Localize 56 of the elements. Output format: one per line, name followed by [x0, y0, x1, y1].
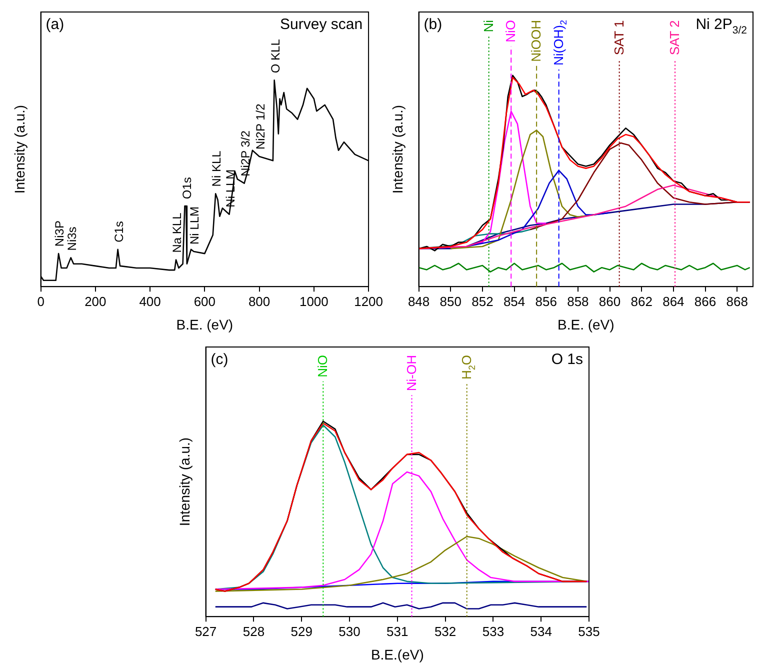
x-tick-label: 866	[694, 294, 716, 309]
chart-title: O 1s	[551, 351, 584, 368]
ref-line-label: Ni-OH	[404, 354, 419, 392]
x-tick-label: 852	[472, 294, 494, 309]
annotation: Na KLL	[170, 212, 184, 253]
ref-line-label: H2O	[458, 354, 477, 380]
x-tick-label: 864	[662, 294, 684, 309]
x-tick-label: 860	[598, 294, 621, 309]
chart-title: Survey scan	[280, 16, 363, 33]
annotation: C1s	[112, 221, 126, 242]
ref-line-label: SAT 1	[611, 20, 626, 56]
annotation: O KLL	[268, 38, 282, 74]
annotation: Ni2P 1/2	[253, 103, 268, 150]
x-tick-label: 527	[194, 624, 217, 639]
ref-line-label: Ni	[480, 20, 496, 32]
x-tick-label: 600	[194, 294, 216, 309]
x-tick-label: 868	[726, 294, 748, 309]
x-axis-title: B.E. (eV)	[176, 316, 234, 332]
x-tick-label: 531	[386, 624, 408, 639]
annotation: O1s	[180, 177, 194, 200]
text: (b)	[424, 16, 442, 33]
x-tick-label: 534	[530, 624, 552, 639]
x-tick-label: 858	[567, 294, 589, 309]
ref-line-label: SAT 2	[667, 20, 682, 56]
x-tick-label: 535	[578, 624, 600, 639]
x-tick-label: 848	[408, 294, 430, 309]
ref-line-label: NiO	[315, 355, 330, 378]
annotation: Ni3P	[52, 220, 67, 247]
ref-line-label: NiO	[503, 20, 518, 42]
y-axis-title: Intensity (a.u.)	[11, 104, 28, 194]
x-tick-label: 800	[248, 294, 270, 309]
x-tick-label: 532	[434, 624, 456, 639]
x-tick-label: 856	[535, 294, 557, 309]
x-tick-label: 0	[37, 294, 44, 309]
x-axis-title: B.E.(eV)	[370, 646, 424, 662]
x-tick-label: 530	[338, 624, 360, 639]
annotation: Ni KLL	[210, 150, 224, 187]
x-tick-label: 1000	[299, 294, 328, 309]
text: (a)	[46, 16, 64, 33]
x-tick-label: 529	[290, 624, 312, 639]
x-tick-label: 1200	[354, 294, 383, 309]
y-axis-title: Intensity (a.u.)	[176, 437, 192, 526]
text: (c)	[210, 351, 228, 368]
x-tick-label: 850	[440, 294, 462, 309]
x-tick-label: 400	[139, 294, 161, 309]
ref-line-label: Ni(OH)2	[550, 20, 569, 66]
x-tick-label: 862	[630, 294, 652, 309]
x-tick-label: 533	[482, 624, 504, 639]
annotation: Ni LLM	[188, 206, 202, 244]
annotation: Ni3s	[64, 226, 79, 251]
x-tick-label: 854	[503, 294, 526, 309]
y-axis-title: Intensity (a.u.)	[389, 104, 406, 194]
x-axis-title: B.E. (eV)	[558, 316, 614, 332]
x-tick-label: 200	[84, 294, 106, 309]
x-tick-label: 528	[242, 624, 265, 639]
ref-line-label: NiOOH	[528, 20, 544, 62]
